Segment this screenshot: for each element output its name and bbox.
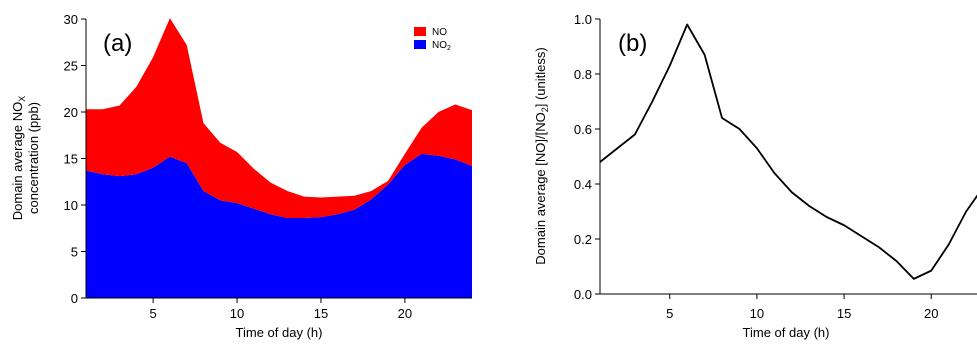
legend-label-no2-text: NO	[432, 40, 447, 51]
x-axis-title: Time of day (h)	[236, 325, 323, 340]
y-tick-label: 0.0	[574, 287, 592, 302]
y-tick-label: 15	[64, 152, 78, 167]
y-tick-label: 0.8	[574, 67, 592, 82]
y-axis-title-line1-subscript: X	[17, 96, 27, 102]
y-tick-label: 0.4	[574, 177, 592, 192]
y-axis-title-part1: Domain average [NO]/[NO	[533, 112, 548, 264]
x-tick-label: 10	[750, 306, 764, 321]
panel-a-stacked-area-chart: 0 5 10 15 20 25 30 5 10 15 20 (a) NO NO2 Time of …	[10, 12, 472, 340]
y-axis-title-subscript: 2	[540, 107, 550, 112]
legend-label-no: NO	[432, 27, 447, 38]
y-tick-label: 10	[64, 198, 78, 213]
x-tick-label: 10	[230, 306, 244, 321]
y-axis-title-line2: concentration (ppb)	[26, 102, 41, 214]
stacked-area-layers	[86, 18, 472, 298]
y-axis-ticks: 0 5 10 15 20 25 30	[64, 12, 86, 306]
panel-b-line-chart: 0.0 0.2 0.4 0.6 0.8 1.0 5 10 15 20 (b) Time of d…	[533, 12, 977, 340]
y-axis-title-text: Domain average [NO]/[NO2] (unitless)	[533, 47, 550, 264]
legend-swatch-no	[414, 27, 426, 36]
x-tick-label: 15	[314, 306, 328, 321]
x-axis-ticks: 5 10 15 20	[150, 298, 412, 321]
x-axis-ticks: 5 10 15 20	[666, 294, 938, 321]
y-axis-title-line1: Domain average NOX	[10, 96, 27, 221]
y-tick-label: 1.0	[574, 12, 592, 27]
y-tick-label: 30	[64, 12, 78, 27]
y-axis-title: Domain average [NO]/[NO2] (unitless)	[533, 47, 550, 264]
y-tick-label: 5	[71, 245, 78, 260]
y-tick-label: 0.6	[574, 122, 592, 137]
y-tick-label: 20	[64, 105, 78, 120]
panel-label: (a)	[103, 30, 132, 57]
y-axis-title: Domain average NOX concentration (ppb)	[10, 96, 41, 221]
legend-label-no2: NO2	[432, 40, 451, 52]
line-series	[599, 23, 977, 280]
legend-label-no2-subscript: 2	[447, 45, 451, 52]
y-axis-title-part3: ] (unitless)	[533, 47, 548, 107]
y-tick-label: 0	[71, 291, 78, 306]
y-axis-title-line1-text: Domain average NO	[10, 102, 25, 221]
area-no2	[86, 153, 472, 298]
y-tick-label: 25	[64, 59, 78, 74]
x-axis-title: Time of day (h)	[743, 325, 830, 340]
x-tick-label: 20	[924, 306, 938, 321]
x-tick-label: 5	[666, 306, 673, 321]
area-no	[86, 18, 472, 219]
x-tick-label: 20	[398, 306, 412, 321]
x-tick-label: 5	[150, 306, 157, 321]
legend-label-no-text: NO	[432, 27, 447, 38]
line-no-no2-ratio	[599, 23, 977, 280]
legend-swatch-no2	[414, 40, 426, 49]
panel-label: (b)	[618, 30, 647, 57]
x-tick-label: 15	[837, 306, 851, 321]
legend: NO NO2	[414, 27, 451, 52]
y-axis-ticks: 0.0 0.2 0.4 0.6 0.8 1.0	[574, 12, 600, 302]
y-tick-label: 0.2	[574, 232, 592, 247]
